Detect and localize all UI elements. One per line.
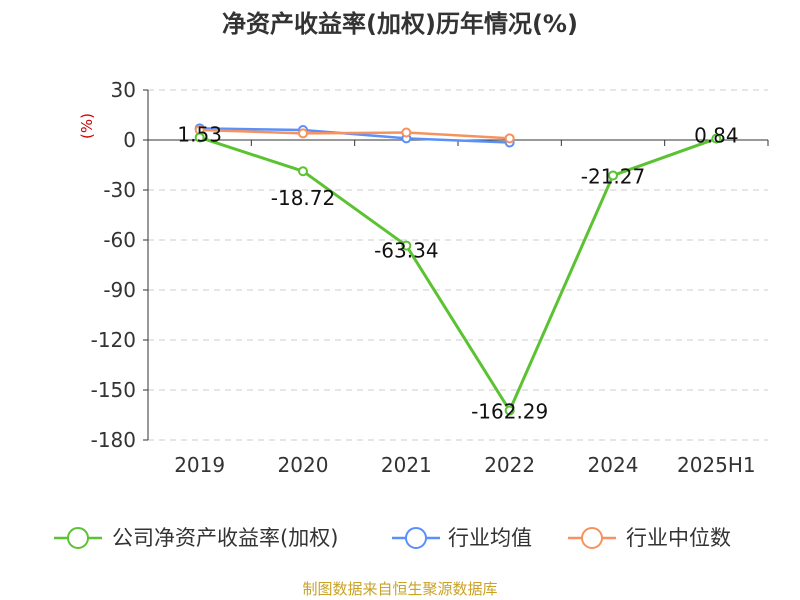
data-point: [194, 132, 205, 143]
y-axis-unit-label: (%): [78, 113, 96, 139]
x-tick-label: 2019: [174, 453, 225, 477]
y-tick-label: -60: [103, 228, 136, 252]
x-tick-labels: 2019 2020 2021 2022 2024 2025H1: [174, 453, 755, 477]
data-label: 0.84: [694, 124, 739, 148]
series-0: [194, 132, 722, 416]
source-note: 制图数据来自恒生聚源数据库: [302, 580, 497, 598]
series-line: [199, 128, 510, 140]
axes: [143, 89, 769, 441]
data-point: [608, 170, 618, 181]
series-line: [199, 136, 717, 412]
chart-title: 净资产收益率(加权)历年情况(%): [222, 10, 578, 38]
legend-label: 公司净资产收益率(加权): [112, 526, 338, 550]
data-label: -21.27: [581, 164, 645, 188]
gridlines: [148, 89, 768, 441]
data-label: -18.72: [271, 186, 335, 210]
x-tick-label: 2024: [588, 453, 639, 477]
y-tick-label: 30: [111, 78, 136, 102]
y-tick-label: -150: [91, 378, 136, 402]
y-tick-label: -180: [91, 428, 136, 452]
legend-label: 行业均值: [448, 526, 532, 550]
y-tick-label: -30: [103, 178, 136, 202]
data-label: 1.53: [177, 122, 222, 146]
data-point: [401, 127, 412, 138]
y-tick-label: -120: [91, 328, 136, 352]
data-label: -162.29: [471, 399, 548, 423]
legend-item: 行业均值: [392, 526, 532, 550]
legend-swatch-marker: [581, 527, 603, 549]
legend: 公司净资产收益率(加权) 行业均值 行业中位数: [54, 526, 731, 550]
legend-item: 公司净资产收益率(加权): [54, 526, 338, 550]
data-labels: 1.53 -18.72 -63.34 -162.29 -21.27 0.84: [177, 122, 738, 423]
legend-item: 行业中位数: [568, 526, 731, 550]
data-point: [504, 133, 515, 144]
y-tick-label: 0: [123, 128, 136, 152]
series-layer: [194, 123, 722, 416]
data-label: -63.34: [374, 239, 438, 263]
y-tick-label: -90: [103, 278, 136, 302]
x-tick-label: 2025H1: [677, 453, 756, 477]
legend-swatch-marker: [67, 527, 89, 549]
data-point: [401, 240, 412, 251]
legend-label: 行业中位数: [626, 526, 731, 550]
data-point: [711, 133, 722, 144]
series-2: [194, 125, 515, 144]
data-point: [298, 166, 308, 177]
x-tick-label: 2021: [381, 453, 432, 477]
data-point: [298, 128, 308, 139]
legend-swatch-marker: [405, 527, 427, 549]
x-tick-label: 2022: [484, 453, 535, 477]
x-tick-label: 2020: [278, 453, 329, 477]
y-tick-labels: 30 0 -30 -60 -90 -120 -150 -180: [91, 78, 136, 452]
data-point: [504, 405, 515, 416]
